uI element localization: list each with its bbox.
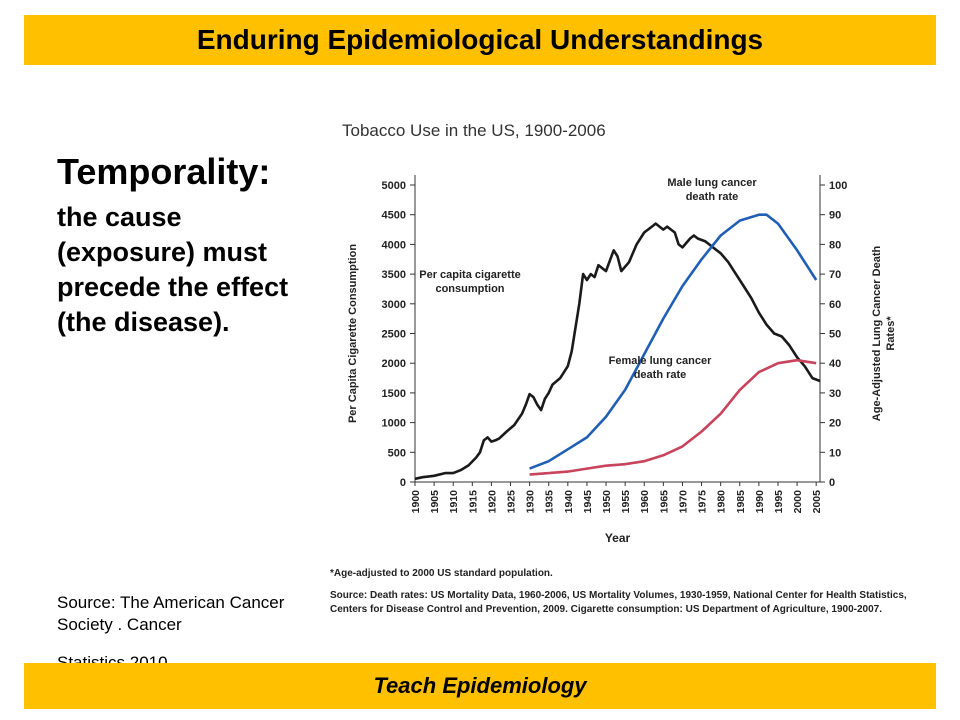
series-label-1: death rate — [686, 191, 739, 203]
y-right-tick-label: 100 — [829, 180, 847, 192]
source-citation-line1: Source: The American Cancer Society . Ca… — [57, 593, 285, 634]
x-tick-label: 1995 — [773, 490, 785, 514]
x-tick-label: 1965 — [658, 490, 670, 514]
y-left-tick-label: 3000 — [382, 299, 406, 311]
x-tick-label: 1960 — [639, 490, 651, 514]
x-tick-label: 2000 — [792, 490, 804, 514]
x-axis-title: Year — [605, 531, 631, 545]
series-label-2: death rate — [634, 369, 687, 381]
definition-text: the cause (exposure) must precede the ef… — [57, 202, 289, 337]
y-axis-right-title-line: Rates* — [885, 316, 897, 351]
x-tick-label: 1940 — [563, 490, 575, 514]
footer-text: Teach Epidemiology — [373, 673, 587, 698]
series-label-2: Female lung cancer — [609, 355, 712, 367]
left-text-block: Temporality: the cause (exposure) must p… — [57, 150, 289, 340]
series-line-0 — [414, 222, 821, 481]
slide-title-banner: Enduring Epidemiological Understandings — [24, 15, 936, 65]
y-right-tick-label: 80 — [829, 239, 841, 251]
y-left-tick-label: 3500 — [382, 269, 406, 281]
series-line-2 — [529, 358, 817, 476]
chart-axes: 0500100015002000250030003500400045005000… — [347, 175, 897, 545]
chart-source-note: Source: Death rates: US Mortality Data, … — [330, 590, 907, 615]
tobacco-chart: Tobacco Use in the US, 1900-2006 0 500 100… — [320, 110, 920, 655]
x-tick-label: 2005 — [811, 490, 823, 514]
chart-footnote-block: *Age-adjusted to 2000 US standard popula… — [330, 567, 910, 617]
footer-banner: Teach Epidemiology — [24, 663, 936, 709]
y-right-tick-label: 90 — [829, 210, 841, 222]
x-tick-label: 1990 — [754, 490, 766, 514]
x-tick-label: 1915 — [467, 490, 479, 514]
x-tick-label: 1955 — [620, 490, 632, 514]
x-tick-label: 1905 — [429, 490, 441, 514]
y-right-tick-label: 10 — [829, 447, 841, 459]
y-right-tick-label: 0 — [829, 477, 835, 489]
series-line-1 — [529, 213, 818, 470]
chart-series-labels: Per capita cigarette consumption Male lung… — [419, 177, 757, 381]
y-right-tick-label: 20 — [829, 418, 841, 430]
x-tick-label: 1980 — [716, 490, 728, 514]
y-right-tick-label: 40 — [829, 358, 841, 370]
source-citation: Source: The American Cancer Society . Ca… — [57, 592, 289, 674]
source-period: . — [167, 648, 174, 673]
y-axis-right-title-line: Age-Adjusted Lung Cancer Death — [871, 246, 883, 422]
chart-series-group — [414, 213, 821, 481]
x-tick-label: 1970 — [677, 490, 689, 514]
y-right-tick-label: 30 — [829, 388, 841, 400]
y-left-tick-label: 500 — [388, 447, 406, 459]
series-label-1: Male lung cancer — [667, 177, 757, 189]
x-tick-label: 1985 — [735, 490, 747, 514]
x-tick-label: 1910 — [448, 490, 460, 514]
chart-footnote: *Age-adjusted to 2000 US standard popula… — [330, 568, 553, 579]
y-right-tick-label: 70 — [829, 269, 841, 281]
y-left-tick-label: 4500 — [382, 210, 406, 222]
y-right-tick-label: 60 — [829, 299, 841, 311]
y-left-tick-label: 1500 — [382, 388, 406, 400]
x-tick-label: 1930 — [525, 490, 537, 514]
chart-svg: Tobacco Use in the US, 1900-2006 0500100… — [342, 121, 897, 545]
x-tick-label: 1925 — [506, 490, 518, 514]
y-right-tick-label: 50 — [829, 329, 841, 341]
series-label-0: consumption — [435, 283, 504, 295]
slide-title: Enduring Epidemiological Understandings — [196, 24, 764, 55]
y-left-tick-label: 2500 — [382, 329, 406, 341]
y-left-tick-label: 4000 — [382, 239, 406, 251]
y-left-tick-label: 1000 — [382, 418, 406, 430]
x-tick-label: 1975 — [697, 490, 709, 514]
chart-title: Tobacco Use in the US, 1900-2006 — [342, 121, 606, 140]
y-left-tick-label: 5000 — [382, 180, 406, 192]
x-tick-label: 1900 — [410, 490, 422, 514]
x-tick-label: 1950 — [601, 490, 613, 514]
x-tick-label: 1920 — [486, 490, 498, 514]
x-tick-label: 1945 — [582, 490, 594, 514]
heading-temporality: Temporality: — [57, 151, 271, 192]
y-left-tick-label: 2000 — [382, 358, 406, 370]
y-axis-left-title: Per Capita Cigarette Consumption — [347, 244, 359, 423]
y-left-tick-label: 0 — [400, 477, 406, 489]
x-tick-label: 1935 — [544, 490, 556, 514]
series-label-0: Per capita cigarette — [419, 269, 521, 281]
